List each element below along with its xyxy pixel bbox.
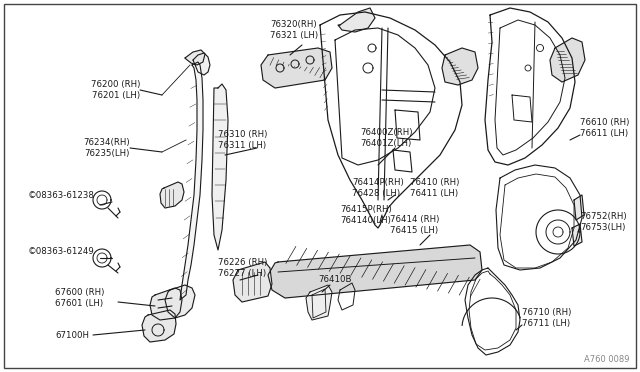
Text: 67100H: 67100H <box>55 330 89 340</box>
Text: 76200 (RH)
76201 (LH): 76200 (RH) 76201 (LH) <box>91 80 140 100</box>
Text: 76226 (RH)
76227 (LH): 76226 (RH) 76227 (LH) <box>218 258 268 278</box>
Polygon shape <box>193 53 210 75</box>
Text: 76414 (RH)
76415 (LH): 76414 (RH) 76415 (LH) <box>390 215 440 235</box>
Text: 76752(RH)
76753(LH): 76752(RH) 76753(LH) <box>580 212 627 232</box>
Polygon shape <box>142 310 176 342</box>
Text: 76410B: 76410B <box>318 276 351 285</box>
Polygon shape <box>212 84 228 250</box>
Polygon shape <box>572 224 582 246</box>
Polygon shape <box>180 62 203 300</box>
Text: 67600 (RH)
67601 (LH): 67600 (RH) 67601 (LH) <box>55 288 104 308</box>
Text: 76400Z(RH)
76401Z(LH): 76400Z(RH) 76401Z(LH) <box>360 128 413 148</box>
Text: 76710 (RH)
76711 (LH): 76710 (RH) 76711 (LH) <box>522 308 572 328</box>
Text: 76234(RH)
76235(LH): 76234(RH) 76235(LH) <box>83 138 130 158</box>
Polygon shape <box>442 48 478 85</box>
Text: 76415P(RH)
764140(LH): 76415P(RH) 764140(LH) <box>340 205 392 225</box>
Polygon shape <box>233 262 272 302</box>
Polygon shape <box>550 38 585 82</box>
Polygon shape <box>574 195 584 220</box>
Polygon shape <box>150 288 182 320</box>
Polygon shape <box>160 182 184 208</box>
Polygon shape <box>306 285 332 320</box>
Text: A760 0089: A760 0089 <box>584 355 630 364</box>
Polygon shape <box>165 285 195 318</box>
Text: 76310 (RH)
76311 (LH): 76310 (RH) 76311 (LH) <box>218 130 268 150</box>
Text: 76320(RH)
76321 (LH): 76320(RH) 76321 (LH) <box>270 20 318 40</box>
Polygon shape <box>185 50 205 65</box>
Text: 76410 (RH)
76411 (LH): 76410 (RH) 76411 (LH) <box>410 178 460 198</box>
Polygon shape <box>268 245 482 298</box>
Polygon shape <box>338 8 375 32</box>
Polygon shape <box>261 48 332 88</box>
Text: ©08363-61249: ©08363-61249 <box>28 247 95 257</box>
Text: 76610 (RH)
76611 (LH): 76610 (RH) 76611 (LH) <box>580 118 629 138</box>
Text: 76414P(RH)
76428 (LH): 76414P(RH) 76428 (LH) <box>352 178 404 198</box>
Text: ©08363-61238: ©08363-61238 <box>28 190 95 199</box>
